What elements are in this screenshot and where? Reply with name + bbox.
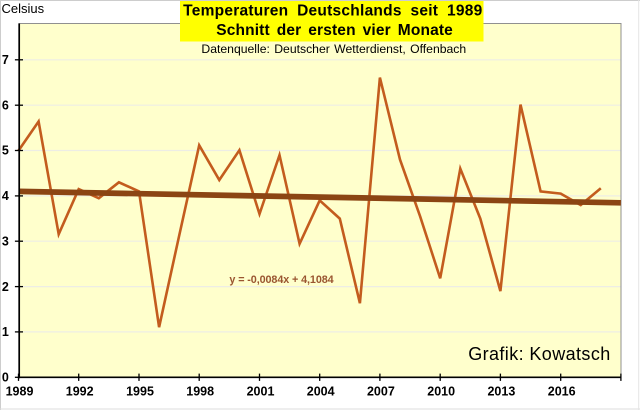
svg-text:2010: 2010 <box>427 385 455 399</box>
svg-text:3: 3 <box>2 234 9 248</box>
svg-text:Temperaturen Deutschlands seit: Temperaturen Deutschlands seit 1989 <box>183 3 482 20</box>
svg-text:4: 4 <box>2 189 9 203</box>
svg-text:0: 0 <box>2 371 9 385</box>
svg-text:1989: 1989 <box>6 385 34 399</box>
svg-text:Celsius: Celsius <box>2 1 45 16</box>
svg-text:2001: 2001 <box>247 385 275 399</box>
svg-text:1992: 1992 <box>66 385 94 399</box>
svg-text:1: 1 <box>2 325 9 339</box>
svg-text:Datenquelle: Deutscher Wetterd: Datenquelle: Deutscher Wetterdienst, Off… <box>201 42 466 56</box>
svg-text:y = -0,0084x + 4,1084: y = -0,0084x + 4,1084 <box>229 274 333 286</box>
svg-text:1995: 1995 <box>126 385 154 399</box>
svg-text:2007: 2007 <box>367 385 395 399</box>
svg-text:7: 7 <box>2 53 9 67</box>
svg-text:5: 5 <box>2 144 9 158</box>
svg-text:2004: 2004 <box>307 385 335 399</box>
svg-text:2016: 2016 <box>548 385 576 399</box>
svg-text:2: 2 <box>2 280 9 294</box>
svg-text:1998: 1998 <box>186 385 214 399</box>
svg-text:Schnitt der ersten vier Monate: Schnitt der ersten vier Monate <box>216 22 453 39</box>
svg-text:2013: 2013 <box>487 385 515 399</box>
svg-text:Grafik: Kowatsch: Grafik: Kowatsch <box>468 344 610 364</box>
svg-text:6: 6 <box>2 98 9 112</box>
